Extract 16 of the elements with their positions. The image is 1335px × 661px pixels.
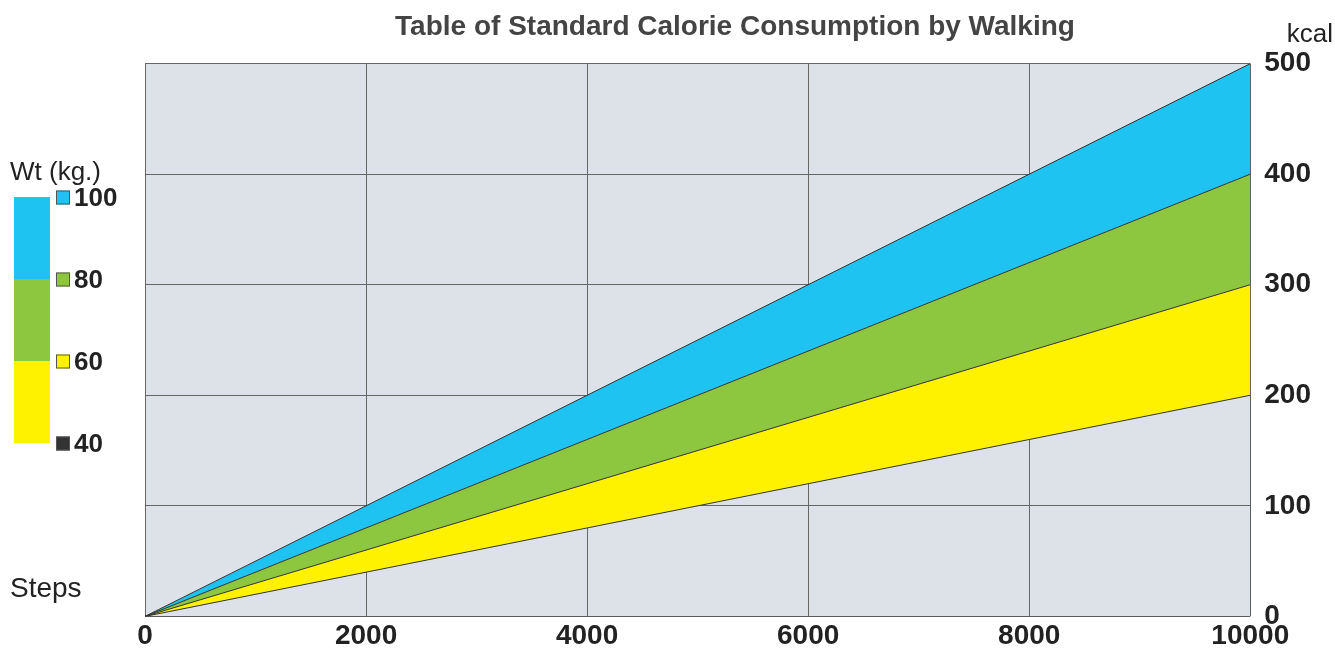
x-tick-label: 8000 xyxy=(998,618,1061,650)
legend-label: 40 xyxy=(74,427,103,459)
legend-label: 80 xyxy=(74,263,103,295)
y-tick-label: 100 xyxy=(1264,488,1311,520)
y-axis-title: kcal xyxy=(1286,18,1333,49)
y-tick-label: 400 xyxy=(1264,156,1311,188)
y-tick-label: 200 xyxy=(1264,378,1311,409)
x-axis-title: Steps xyxy=(10,572,82,604)
chart-title: Table of Standard Calorie Consumption by Walking xyxy=(395,9,1075,41)
y-tick-label: 300 xyxy=(1264,267,1311,299)
x-tick-label: 0 xyxy=(137,618,153,650)
y-tick-label: 500 xyxy=(1264,46,1311,78)
legend-label: 60 xyxy=(74,345,103,377)
x-tick-label: 4000 xyxy=(555,618,619,650)
x-tick-label: 2000 xyxy=(334,618,398,650)
x-tick-label: 6000 xyxy=(777,618,840,650)
